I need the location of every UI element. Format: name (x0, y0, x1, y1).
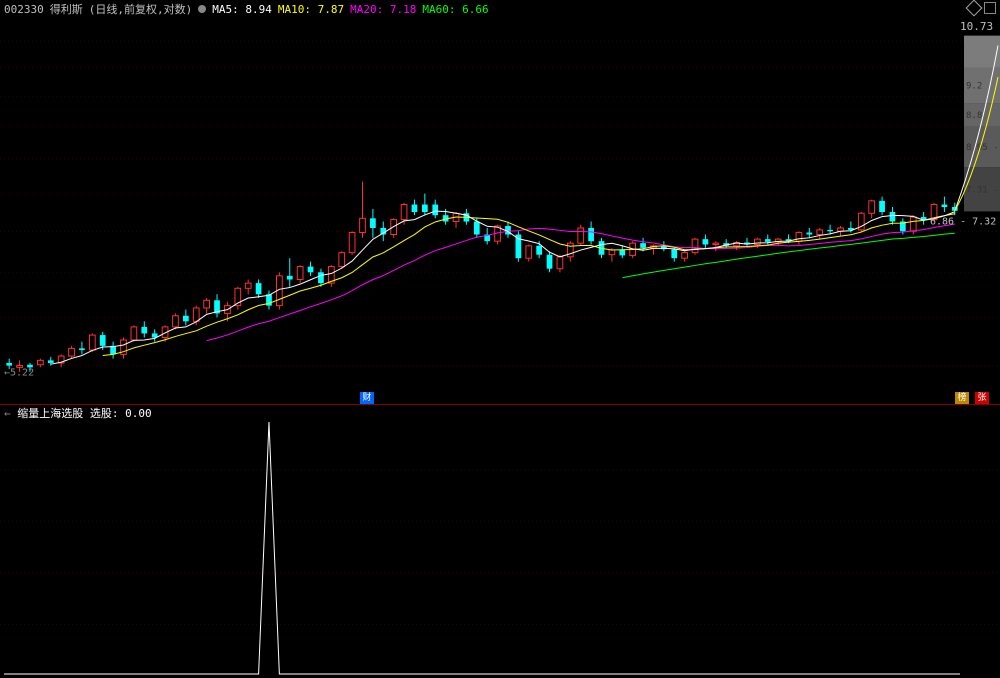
ma10-label: MA10: 7.87 (278, 3, 344, 16)
indicator-chart[interactable] (0, 418, 1000, 676)
y-axis-max-label: 10.73 (960, 20, 993, 33)
ma5-label: MA5: 8.94 (212, 3, 272, 16)
ma20-label: MA20: 7.18 (350, 3, 416, 16)
stock-code[interactable]: 002330 (4, 3, 44, 16)
ma60-label: MA60: 6.66 (422, 3, 488, 16)
indicator-value: 0.00 (125, 407, 152, 420)
svg-text:7.31 - 8.0: 7.31 - 8.0 (966, 185, 1000, 195)
flag-cai[interactable]: 财 (360, 392, 374, 404)
indicator-title[interactable]: 缩量上海选股 (17, 407, 83, 420)
flag-zhang[interactable]: 张 (975, 392, 989, 404)
y-axis-min-label: ←5.22 (4, 368, 34, 379)
back-arrow-icon[interactable]: ← (4, 407, 11, 420)
indicator-label: 选股: (90, 407, 119, 420)
svg-text:8.05 - 8: 8.05 - 8 (966, 143, 1000, 153)
ma-dot (198, 5, 206, 13)
svg-text:9.2: 9.2 (966, 81, 982, 91)
stock-name[interactable]: 得利斯 (50, 1, 83, 17)
candlestick-chart[interactable]: 9.2 8.8 8.05 - 8 7.31 - 8.0 ←5.22 10.73 6.86 -… (0, 16, 1000, 404)
indicator-header: ← 缩量上海选股 选股: 0.00 (4, 405, 152, 419)
svg-text:8.8: 8.8 (966, 111, 982, 121)
period-label: (日线,前复权,对数) (89, 1, 193, 17)
chart-svg: 9.2 8.8 8.05 - 8 7.31 - 8.0 ←5.22 10.73 6.86 -… (0, 16, 1000, 404)
last-price-label: 6.86 - 7.32 (930, 217, 996, 228)
flag-bang[interactable]: 榜 (955, 392, 969, 404)
indicator-svg (0, 418, 1000, 676)
chart-header: 002330 得利斯 (日线,前复权,对数) MA5: 8.94 MA10: 7… (4, 2, 996, 16)
